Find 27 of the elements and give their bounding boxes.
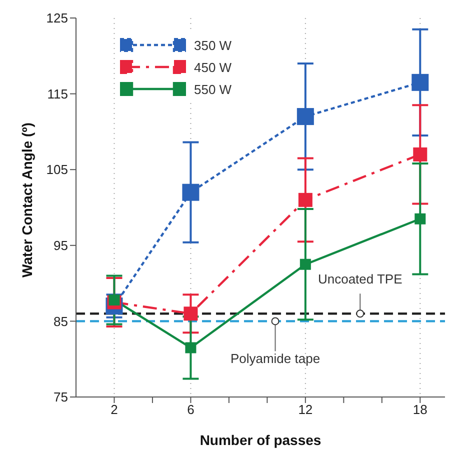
x-tick-label: 18 (412, 402, 428, 418)
point (412, 74, 429, 91)
point (182, 184, 200, 201)
y-tick-label: 75 (54, 390, 68, 405)
x-axis-title: Number of passes (200, 432, 322, 448)
point (300, 258, 311, 270)
legend-label: 450 W (194, 60, 232, 74)
x-tick-label: 6 (187, 402, 194, 418)
point (414, 213, 426, 224)
x-tick-label: 12 (298, 402, 313, 418)
y-tick-label: 85 (54, 314, 68, 329)
point (108, 294, 120, 306)
ref-line-label: Uncoated TPE (318, 272, 403, 287)
y-tick-label: 95 (54, 238, 68, 254)
point (296, 108, 314, 126)
point (185, 342, 196, 354)
point (298, 192, 312, 207)
legend-label: 350 W (194, 38, 232, 52)
ref-line-label: Polyamide tape (230, 351, 320, 366)
y-tick-label: 105 (46, 162, 68, 178)
point (184, 306, 198, 321)
point (413, 147, 428, 162)
x-tick-label: 2 (110, 402, 118, 418)
y-tick-label: 125 (46, 10, 68, 26)
y-axis-title: Water Contact Angle (º) (18, 122, 35, 278)
legend-label: 550 W (194, 82, 232, 96)
y-tick-label: 115 (47, 86, 68, 102)
